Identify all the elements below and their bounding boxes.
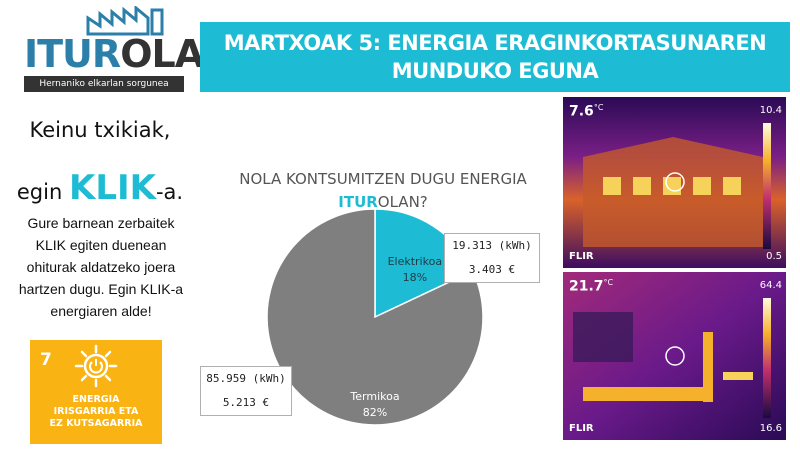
thermal2-scale-min: 16.6 (759, 423, 782, 434)
thermal-building-picture (563, 97, 786, 268)
description-text: Gure barnean zerbaitek KLIK egiten duene… (18, 215, 184, 319)
thermal-cost: 5.213 € (222, 396, 270, 409)
pie-percent-termikoa: 82% (363, 406, 387, 419)
iturola-logo: ITUROLA Hernaniko elkarlan sorgunea (18, 6, 204, 92)
slogan-line1: Keinu txikiak, (29, 118, 171, 142)
sdg-goal-badge: 7 ENERGIA IRISGARRIA ETA EZ KUTSAGARRIA (30, 340, 162, 444)
pie-percent-elektrikoa: 18% (403, 271, 427, 284)
pie-label-elektrikoa: Elektrikoa (388, 255, 442, 268)
thermal1-scale-min: 0.5 (766, 251, 782, 262)
thermal-image-building: 7.6°C 10.4 0.5 FLIR (563, 97, 786, 268)
slogan-klik: KLIK (68, 168, 156, 208)
thermal-kwh: 85.959 (kWh) (206, 372, 286, 385)
thermal1-temperature: 7.6°C (569, 103, 604, 120)
chart-title: NOLA KONTSUMITZEN DUGU ENERGIA ITUROLAN? (239, 170, 527, 211)
thermal2-scale-max: 64.4 (759, 280, 782, 291)
electric-callout: 19.313 (kWh) 3.403 € (444, 233, 540, 283)
electric-kwh: 19.313 (kWh) (452, 239, 532, 252)
slogan-post: -a. (155, 180, 184, 204)
pie-slice-termikoa (266, 208, 484, 426)
electric-cost: 3.403 € (468, 263, 516, 276)
header-line1: MARTXOAK 5: ENERGIA ERAGINKORTASUNAREN (223, 31, 767, 55)
sdg-number: 7 (40, 350, 52, 370)
energy-pie-chart: Elektrikoa 18% Termikoa 82% (266, 208, 484, 426)
header-banner: MARTXOAK 5: ENERGIA ERAGINKORTASUNAREN M… (200, 22, 790, 92)
header-line2: MUNDUKO EGUNA (391, 59, 599, 83)
thermal-callout: 85.959 (kWh) 5.213 € (200, 366, 292, 416)
logo-tagline: Hernaniko elkarlan sorgunea (24, 76, 184, 92)
thermal1-scale-max: 10.4 (759, 105, 782, 116)
thermal-interior-picture (563, 272, 786, 440)
thermal2-temperature: 21.7°C (569, 278, 614, 295)
slogan-line2: egin KLIK-a. (10, 168, 190, 208)
thermal-image-interior: 21.7°C 64.4 16.6 FLIR (563, 272, 786, 440)
slogan-pre: egin (16, 180, 63, 204)
logo-wordmark: ITUROLA (24, 32, 204, 76)
flir-logo-icon: FLIR (569, 423, 594, 434)
factory-roof-icon (86, 6, 164, 36)
pie-label-termikoa: Termikoa (349, 390, 399, 403)
sdg-label: ENERGIA IRISGARRIA ETA EZ KUTSAGARRIA (49, 394, 143, 429)
flir-logo-icon: FLIR (569, 251, 594, 262)
sun-power-icon (74, 344, 118, 388)
